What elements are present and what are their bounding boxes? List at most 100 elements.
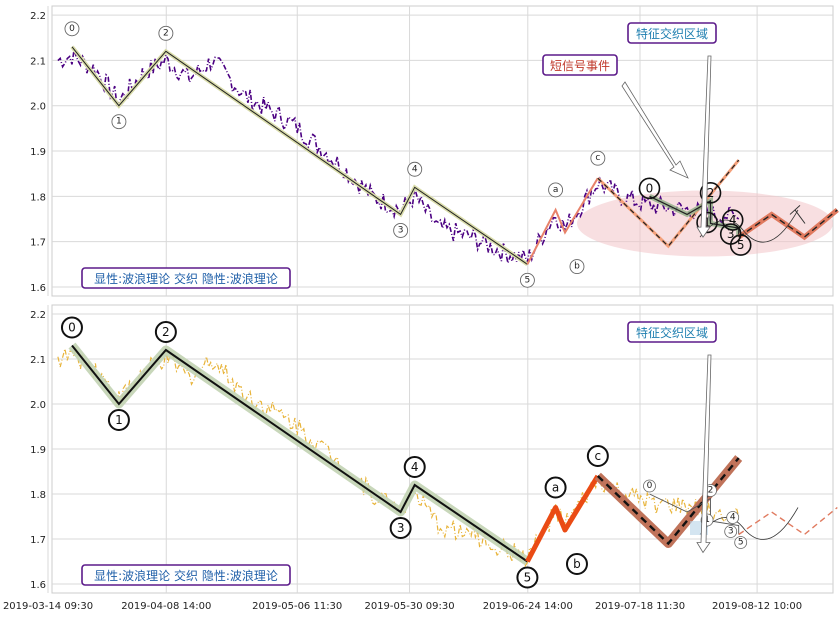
forecast-label: 3: [727, 227, 735, 241]
wave-label-circle: [569, 259, 585, 275]
forecast-label: 0: [646, 181, 654, 195]
wave-label-circle: [516, 566, 539, 589]
wave-label-circle: [586, 445, 609, 467]
wave-label: 1: [116, 117, 122, 127]
forecast-label: 1: [703, 215, 711, 229]
wave-label-circle: [565, 553, 588, 575]
y-tick-label: 1.6: [30, 283, 46, 294]
correction-wave: [525, 474, 600, 563]
forecast-label: 3: [728, 527, 734, 537]
forecast-label: 4: [730, 513, 736, 523]
annotation-box: [627, 22, 717, 44]
x-axis: 2019-03-14 09:30 2019-04-08 14:00 2019-05-…: [3, 601, 802, 612]
wave-label: 5: [525, 275, 531, 285]
forecast-label-circle: [721, 209, 744, 231]
wave-label: c: [595, 153, 600, 163]
wave-label: 2: [163, 28, 169, 38]
y-tick-label: 1.6: [30, 580, 46, 591]
wave-label-circle: [107, 409, 130, 431]
x-tick-label: 2019-05-06 11:30: [252, 601, 342, 612]
wave-label-circle: [519, 272, 535, 288]
wave-label: 2: [162, 325, 170, 339]
x-tick-label: 2019-06-24 14:00: [483, 601, 573, 612]
forecast-tail: [794, 209, 806, 224]
wave-label-circle: [407, 161, 423, 177]
region-arrow: [696, 55, 712, 238]
annotation-signal-text: 短信号事件: [550, 59, 610, 73]
wave-label-circle: [548, 182, 564, 198]
forecast-tail: [789, 205, 801, 215]
forecast-label: 4: [729, 213, 737, 227]
forecast-label: 5: [738, 538, 744, 548]
wave-label-circle: [111, 114, 127, 130]
wave-label: 4: [412, 164, 418, 174]
wave-label: 5: [524, 571, 532, 585]
x-tick-label: 2019-03-14 09:30: [3, 601, 93, 612]
forecast-label-circle: [699, 182, 722, 204]
forecast-label-circle: [734, 536, 748, 549]
correction-wave: [526, 177, 599, 265]
wave-label: b: [574, 262, 580, 272]
wave-label-circle: [544, 476, 567, 499]
y-tick-label: 1.9: [30, 445, 46, 456]
forecast-label-circle: [726, 511, 740, 524]
forecast-curve: [699, 209, 799, 243]
forecast-label: 2: [708, 486, 714, 496]
bottom-panel: 1.6 1.7 1.8 1.9 2.0 2.1 2.2 0 1 2 3 4 5 a b c 0 1 2 3 4 5 显性:波…: [30, 304, 838, 594]
wave-label-circle: [393, 222, 409, 238]
forecast-label-circle: [696, 211, 718, 234]
legend-box: [81, 267, 291, 289]
wave-label-circle: [154, 321, 177, 343]
forecast-label: 2: [707, 186, 715, 200]
y-tick-label: 2.0: [30, 102, 46, 113]
signal-arrow: [621, 81, 689, 179]
y-tick-label: 1.7: [30, 238, 46, 249]
wave-label: 4: [411, 460, 419, 474]
forecast-wave: [649, 493, 740, 535]
forecast-curve: [699, 507, 799, 540]
impulse-wave: [71, 46, 528, 265]
wave-label-circle: [389, 517, 412, 539]
forecast-label-circle: [729, 234, 752, 256]
forecast-label: 0: [647, 481, 653, 491]
wave-label-circle: [590, 150, 606, 166]
x-tick-label: 2019-08-12 10:00: [712, 601, 802, 612]
projection-wave: [597, 159, 740, 248]
y-tick-label: 2.1: [30, 355, 46, 366]
wave-label: c: [595, 449, 602, 463]
x-tick-label: 2019-05-30 09:30: [364, 601, 454, 612]
wave-label-circle: [403, 456, 426, 478]
annotation-box: [542, 54, 618, 76]
region-arrow: [696, 354, 712, 554]
forecast-label-circle: [638, 177, 661, 200]
y-tick-label: 2.1: [30, 56, 46, 67]
wave-label-circle: [158, 25, 174, 41]
forecast-label-circle: [643, 479, 656, 493]
wave-label: 3: [397, 521, 405, 535]
y-tick-label: 2.2: [30, 310, 46, 321]
y-tick-label: 1.8: [30, 490, 46, 501]
y-tick-label: 2.0: [30, 400, 46, 411]
future-path: [738, 506, 838, 536]
top-panel: 1.61.71.81.92.02.12.2012345abc012345显性:波…: [30, 5, 839, 297]
annotation-region-text: 特征交织区域: [636, 26, 708, 41]
future-path: [738, 209, 838, 238]
y-tick-label: 1.8: [30, 192, 46, 203]
wave-label: a: [553, 185, 559, 195]
wave-label-circle: [64, 21, 80, 37]
forecast-label: 5: [737, 238, 745, 252]
x-tick-label: 2019-04-08 14:00: [121, 601, 211, 612]
legend-box: [81, 564, 291, 586]
forecast-label: 1: [704, 515, 710, 525]
legend-text: 显性:波浪理论 交织 隐性:波浪理论: [94, 568, 278, 583]
forecast-wave: [649, 195, 740, 238]
wave-label: b: [573, 557, 581, 571]
wave-label: 1: [115, 413, 123, 427]
annotation-region-text: 特征交织区域: [636, 325, 708, 340]
annotation-box: [627, 321, 717, 343]
wave-label: 0: [69, 24, 75, 34]
y-tick-label: 1.7: [30, 535, 46, 546]
y-tick-label: 1.9: [30, 147, 46, 158]
x-tick-label: 2019-07-18 11:30: [595, 601, 685, 612]
wave-label: 0: [68, 321, 76, 335]
